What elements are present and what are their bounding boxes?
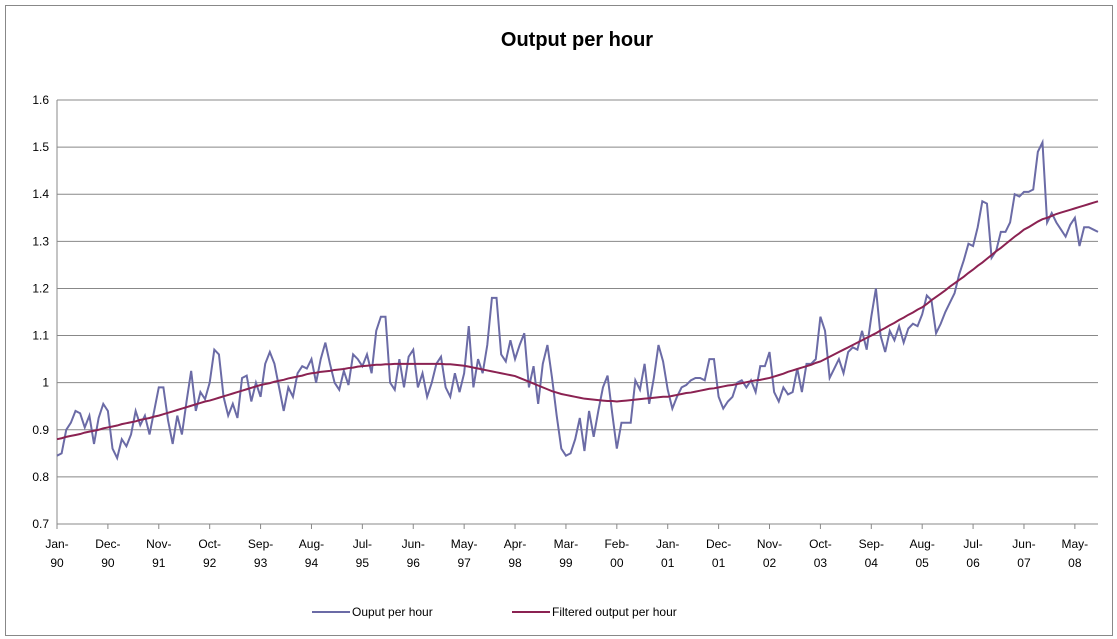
legend-label: Filtered output per hour — [552, 605, 677, 619]
x-tick-label: May-08 — [1062, 537, 1089, 570]
x-tick-label: Sep-93 — [248, 537, 273, 570]
y-tick-label: 1.6 — [32, 93, 49, 107]
y-tick-label: 1.5 — [32, 140, 49, 154]
x-tick-label: Aug-05 — [910, 537, 935, 570]
x-tick-label: Mar-99 — [554, 537, 579, 570]
chart-border — [5, 5, 1113, 636]
x-tick-label: Jun-07 — [1012, 537, 1035, 570]
x-tick-label: Oct-92 — [198, 537, 221, 570]
y-tick-label: 1.1 — [32, 329, 49, 343]
x-tick-label: Jul-06 — [963, 537, 982, 570]
y-tick-label: 0.8 — [32, 470, 49, 484]
x-tick-label: May-97 — [451, 537, 478, 570]
x-tick-label: Jan-90 — [45, 537, 68, 570]
y-tick-label: 1.2 — [32, 281, 49, 295]
x-tick-label: Nov-91 — [146, 537, 171, 570]
y-tick-label: 0.9 — [32, 423, 49, 437]
chart-title: Output per hour — [501, 29, 653, 51]
y-tick-label: 1.4 — [32, 187, 49, 201]
y-tick-label: 1.3 — [32, 234, 49, 248]
x-tick-label: Jul-95 — [353, 537, 372, 570]
x-tick-label: Nov-02 — [757, 537, 782, 570]
y-tick-label: 0.7 — [32, 517, 49, 531]
x-tick-label: Feb-00 — [604, 537, 629, 570]
legend-label: Ouput per hour — [352, 605, 433, 619]
x-tick-label: Jan-01 — [656, 537, 679, 570]
x-tick-label: Aug-94 — [299, 537, 324, 570]
data-line — [56, 200, 1099, 441]
y-tick-label: 1 — [42, 376, 49, 390]
x-tick-label: Sep-04 — [859, 537, 884, 570]
x-tick-label: Dec-90 — [95, 537, 120, 570]
x-tick-label: Apr-98 — [504, 537, 527, 570]
x-tick-label: Dec-01 — [706, 537, 731, 570]
x-tick-label: Oct-03 — [809, 537, 832, 570]
x-tick-label: Jun-96 — [402, 537, 425, 570]
